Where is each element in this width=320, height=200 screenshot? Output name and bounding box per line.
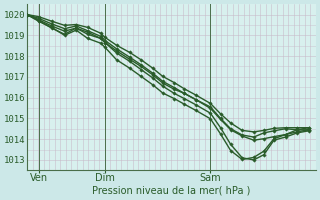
X-axis label: Pression niveau de la mer( hPa ): Pression niveau de la mer( hPa ) <box>92 186 251 196</box>
